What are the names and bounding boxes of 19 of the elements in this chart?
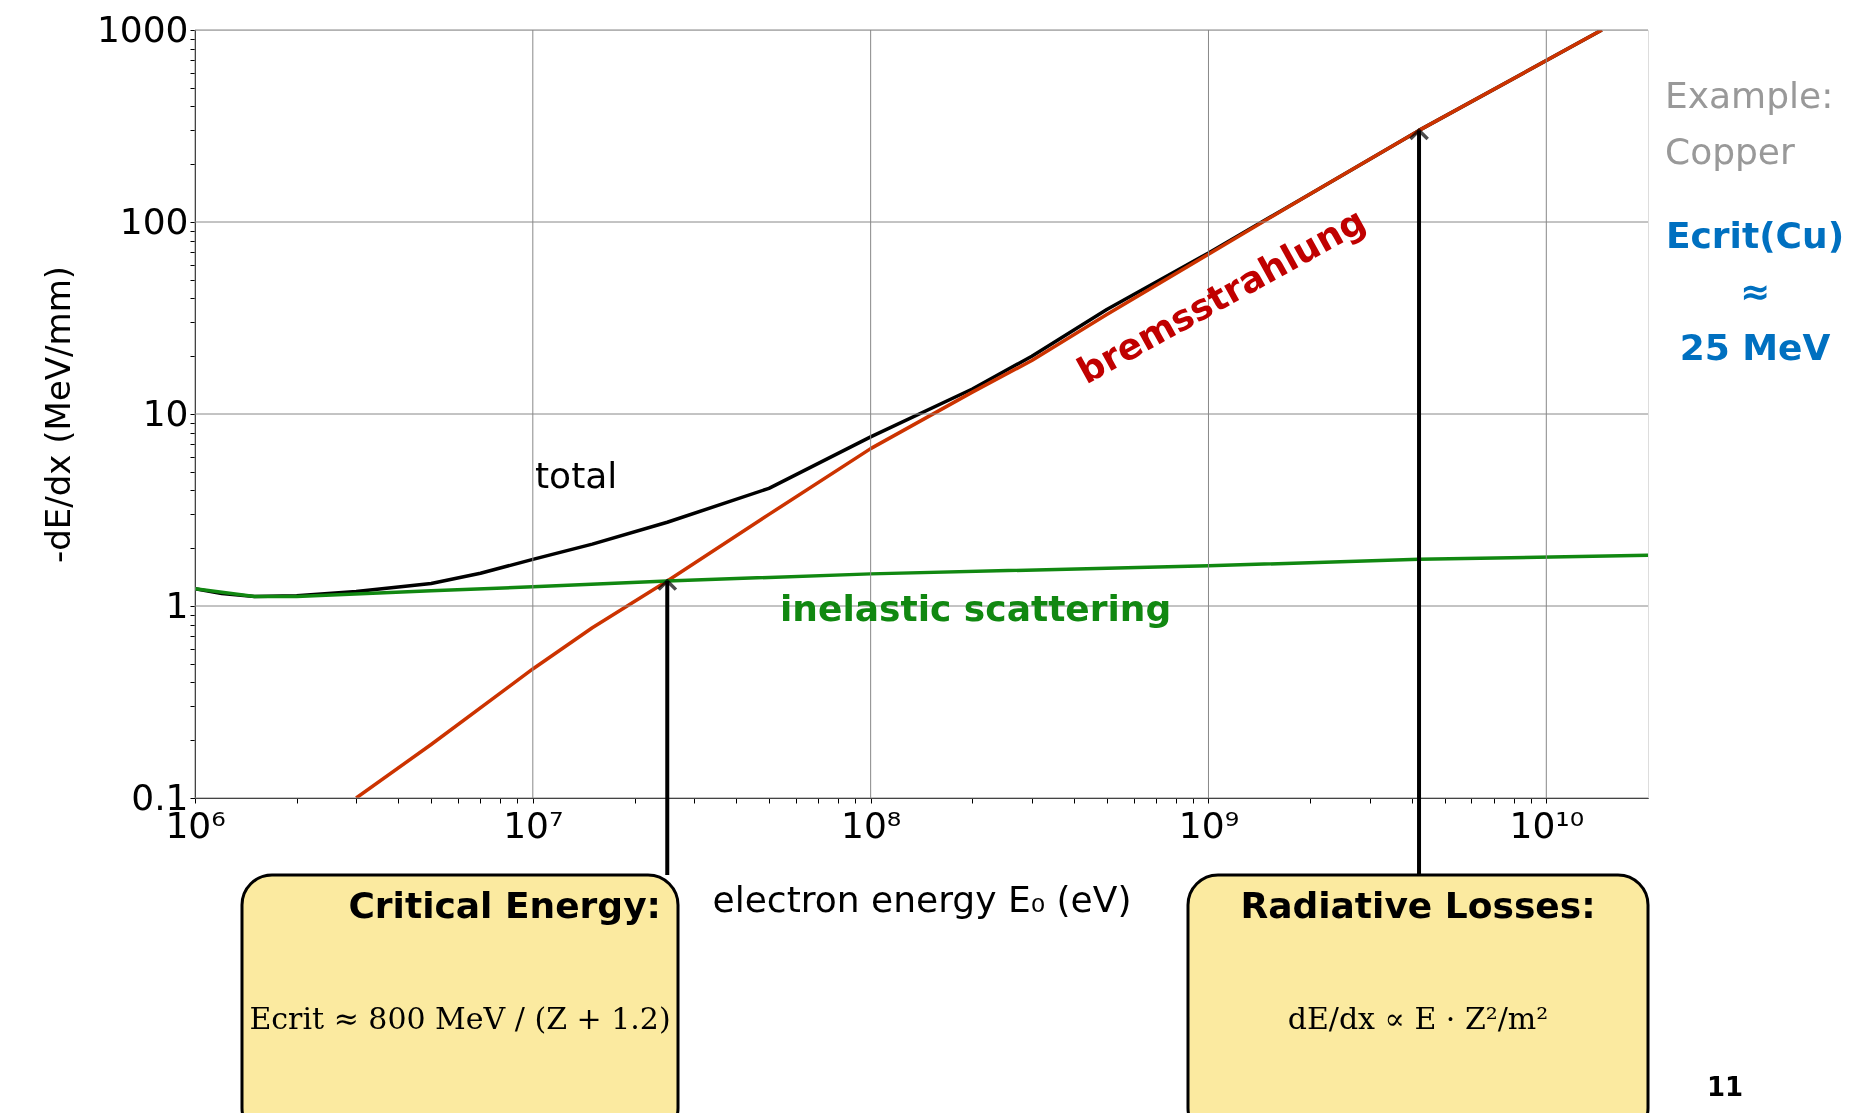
x-tick-label: 10¹⁰ bbox=[1509, 804, 1585, 846]
y-tick-label: 1 bbox=[165, 584, 189, 626]
series-label: inelastic scattering bbox=[780, 588, 1172, 629]
series-label: total bbox=[535, 455, 618, 496]
annotation: Critical Energy: bbox=[348, 885, 661, 926]
text: Ecrit ≈ 800 MeV / (Z + 1.2) bbox=[249, 1001, 671, 1036]
y-axis-title: -dE/dx (MeV/mm) bbox=[37, 265, 78, 564]
y-tick-label: 1000 bbox=[96, 8, 189, 50]
x-tick-label: 10⁹ bbox=[1178, 804, 1240, 846]
text: 11 bbox=[1706, 1072, 1744, 1102]
text: dE/dx ∝ E · Z²/m² bbox=[1287, 1001, 1549, 1036]
x-tick-label: 10⁸ bbox=[841, 804, 902, 846]
annotation: Radiative Losses: bbox=[1240, 885, 1596, 926]
y-tick-label: 100 bbox=[119, 200, 189, 242]
x-tick-label: 10⁷ bbox=[503, 804, 564, 846]
text: Example: Copper bbox=[1665, 75, 1834, 172]
text: Ecrit(Cu) ≈ 25 MeV bbox=[1665, 215, 1845, 368]
y-tick-label: 10 bbox=[142, 392, 189, 434]
x-axis-title: electron energy E₀ (eV) bbox=[712, 878, 1132, 920]
